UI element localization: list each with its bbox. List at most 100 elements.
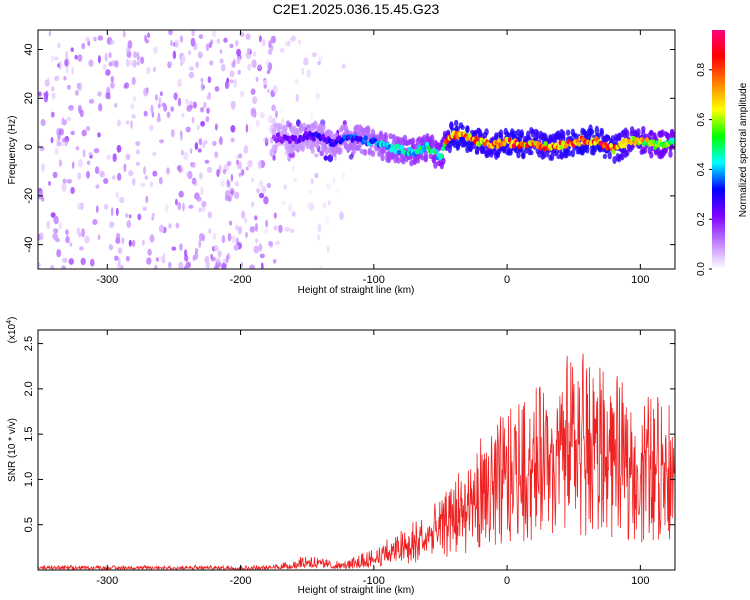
heatmap-ridge-halo bbox=[391, 134, 396, 141]
heatmap-ridge-halo bbox=[383, 135, 388, 142]
heatmap-cell bbox=[197, 51, 203, 59]
heatmap-ridge-point bbox=[441, 146, 446, 152]
heatmap-ridge-halo bbox=[366, 127, 371, 136]
heatmap-cell bbox=[39, 146, 45, 151]
heatmap-cell bbox=[251, 177, 254, 183]
heatmap-cell bbox=[200, 186, 204, 196]
heatmap-cell bbox=[195, 61, 200, 69]
heatmap-cell bbox=[266, 59, 270, 67]
heatmap-cell bbox=[52, 171, 58, 179]
heatmap-cell bbox=[178, 261, 184, 269]
heatmap-cell bbox=[209, 60, 214, 66]
heatmap-cell bbox=[314, 172, 319, 179]
heatmap-cell bbox=[200, 120, 206, 127]
heatmap-cell bbox=[46, 220, 51, 229]
heatmap-cell bbox=[152, 151, 157, 156]
heatmap-cell bbox=[223, 37, 228, 43]
heatmap-cell bbox=[301, 67, 305, 76]
heatmap-cell bbox=[251, 107, 256, 115]
heatmap-cell bbox=[105, 69, 111, 76]
heatmap-cell bbox=[327, 200, 331, 206]
heatmap-cell bbox=[61, 117, 65, 126]
heatmap-cell bbox=[240, 261, 243, 268]
heatmap-cell bbox=[38, 262, 41, 268]
heatmap-ridge-point bbox=[629, 140, 633, 146]
heatmap-cell bbox=[326, 183, 331, 190]
heatmap-cell bbox=[238, 153, 243, 159]
heatmap-cell bbox=[204, 159, 210, 164]
heatmap-cell bbox=[128, 239, 132, 247]
heatmap-cell bbox=[245, 123, 249, 133]
heatmap-cell bbox=[180, 150, 184, 156]
x-tick-label: 0 bbox=[504, 274, 510, 286]
heatmap-ridge-halo bbox=[559, 151, 564, 160]
heatmap-cell bbox=[205, 116, 210, 123]
heatmap-cell bbox=[77, 158, 84, 168]
heatmap-ridge-halo bbox=[410, 137, 416, 144]
heatmap-cell bbox=[211, 30, 217, 38]
heatmap-cell bbox=[348, 154, 354, 160]
heatmap-ridge-point bbox=[439, 153, 444, 159]
heatmap-cell bbox=[175, 222, 180, 229]
heatmap-cell bbox=[124, 82, 130, 89]
heatmap-cell bbox=[110, 207, 114, 217]
heatmap-cell bbox=[116, 191, 119, 199]
heatmap-cell bbox=[233, 78, 238, 88]
heatmap-cell bbox=[230, 173, 234, 182]
heatmap-cell bbox=[99, 170, 105, 178]
heatmap-ridge-halo bbox=[543, 133, 548, 141]
heatmap-cell bbox=[257, 160, 262, 169]
heatmap-cell bbox=[332, 178, 336, 184]
heatmap-ridge-halo bbox=[321, 124, 326, 131]
heatmap-cell bbox=[259, 111, 265, 119]
heatmap-cell bbox=[65, 50, 68, 60]
heatmap-cell bbox=[191, 177, 197, 185]
heatmap-cell bbox=[40, 119, 46, 127]
heatmap-cell bbox=[177, 201, 182, 211]
heatmap-cell bbox=[284, 226, 291, 232]
heatmap-cell bbox=[179, 243, 183, 251]
snr-x-ticks: -300 -200 -100 0 100 bbox=[96, 330, 650, 587]
heatmap-cell bbox=[131, 178, 136, 186]
heatmap-cell bbox=[293, 177, 298, 182]
heatmap-cell bbox=[167, 61, 172, 69]
heatmap-ridge-point bbox=[502, 141, 507, 147]
heatmap-cell bbox=[171, 246, 177, 251]
heatmap-cell bbox=[150, 181, 153, 188]
heatmap-cell bbox=[92, 219, 98, 225]
heatmap-cell bbox=[105, 92, 110, 100]
heatmap-cell bbox=[181, 112, 185, 118]
heatmap-cell bbox=[313, 153, 319, 158]
heatmap-cell bbox=[111, 175, 116, 180]
heatmap-cell bbox=[216, 257, 221, 264]
heatmap-cell bbox=[200, 82, 205, 92]
heatmap-cell bbox=[158, 177, 163, 185]
heatmap-cell bbox=[237, 69, 241, 75]
heatmap-cell bbox=[108, 221, 114, 229]
snr-y-multiplier-exponent: 4 bbox=[6, 320, 13, 324]
heatmap-cell bbox=[146, 66, 151, 75]
heatmap-cell bbox=[80, 257, 86, 266]
heatmap-ridge-halo bbox=[660, 129, 665, 138]
heatmap-cell bbox=[115, 232, 121, 240]
heatmap-cell bbox=[93, 36, 97, 42]
heatmap-ridge-halo bbox=[565, 129, 571, 136]
heatmap-ridge-halo bbox=[298, 127, 304, 134]
heatmap-cell bbox=[77, 54, 83, 62]
heatmap-cell bbox=[219, 49, 223, 54]
heatmap-cell bbox=[71, 66, 74, 75]
heatmap-cell bbox=[135, 141, 141, 147]
heatmap-cell bbox=[150, 104, 154, 114]
heatmap-cell bbox=[239, 31, 245, 38]
heatmap-cell bbox=[78, 232, 82, 238]
heatmap-cell bbox=[142, 239, 145, 246]
y-tick-label: 0.5 bbox=[23, 517, 35, 532]
heatmap-ridge-point bbox=[363, 135, 368, 141]
heatmap-cell bbox=[50, 264, 55, 269]
heatmap-cell bbox=[58, 128, 64, 136]
heatmap-cell bbox=[85, 36, 90, 42]
heatmap-cell bbox=[68, 258, 75, 265]
heatmap-cell bbox=[74, 54, 78, 60]
heatmap-cell bbox=[58, 61, 62, 70]
